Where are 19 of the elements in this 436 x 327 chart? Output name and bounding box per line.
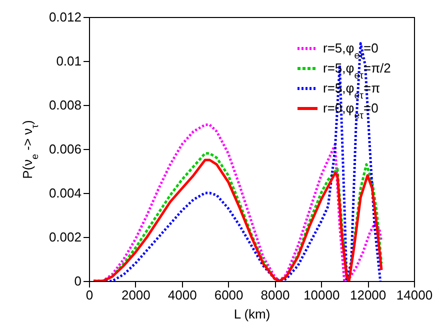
y-tick-label: 0.002 [48, 230, 82, 244]
y-tick-label: 0.004 [48, 186, 82, 200]
x-tick-label: 10000 [304, 288, 340, 302]
y-tick-label: 0.012 [48, 10, 82, 24]
y-tick-label: 0 [74, 274, 82, 288]
y-tick-label: 0.01 [56, 54, 82, 68]
x-tick-label: 8000 [260, 288, 290, 302]
legend-label: r=0,φ$_{eτ}$=0 [323, 100, 378, 121]
x-tick-label: 0 [86, 288, 94, 302]
x-tick-label: 4000 [168, 288, 197, 302]
x-tick-label: 6000 [214, 288, 244, 302]
legend-label: r=5,φ$_{eτ}$=π [323, 80, 380, 101]
x-tick-label: 14000 [396, 288, 433, 302]
y-tick-label: 0.008 [48, 98, 82, 112]
y-tick-label: 0.006 [48, 142, 82, 156]
legend-label: r=5,φ$_{eτ}$=π/2 [323, 60, 391, 81]
x-tick-label: 12000 [350, 288, 386, 302]
x-tick-label: 2000 [121, 288, 150, 302]
x-axis-title: L (km) [234, 306, 270, 322]
